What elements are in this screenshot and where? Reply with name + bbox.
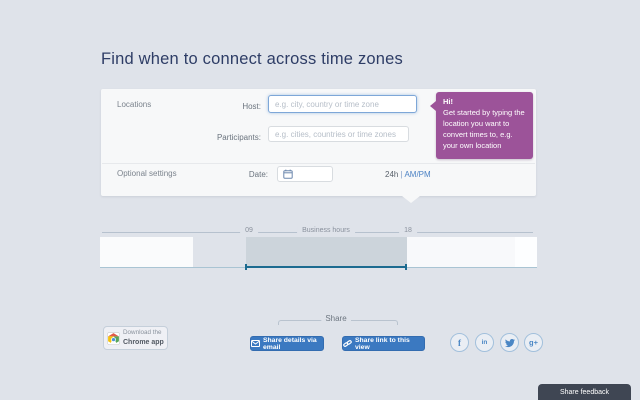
facebook-icon[interactable]: f bbox=[450, 333, 469, 352]
share-feedback-label: Share feedback bbox=[559, 388, 610, 396]
share-bracket-left bbox=[278, 320, 325, 325]
envelope-icon bbox=[251, 340, 260, 347]
host-label: Host: bbox=[242, 102, 261, 111]
timeline-day-block-right[interactable] bbox=[407, 237, 515, 267]
chrome-button-line1: Download the bbox=[123, 329, 162, 337]
date-input[interactable] bbox=[277, 166, 333, 182]
panel-divider bbox=[102, 163, 535, 164]
chrome-button-line2: Chrome app bbox=[123, 338, 164, 346]
facebook-glyph: f bbox=[458, 337, 461, 348]
timeline-start-hour: 09 bbox=[240, 227, 258, 234]
download-chrome-app-button[interactable]: Download the Chrome app bbox=[103, 326, 168, 350]
time-format-24h[interactable]: 24h bbox=[385, 170, 399, 179]
time-format-separator: | bbox=[400, 170, 403, 179]
timeline-range-end-tick bbox=[405, 264, 407, 270]
participants-label: Participants: bbox=[216, 133, 261, 142]
time-format-ampm[interactable]: AM/PM bbox=[404, 170, 431, 179]
page-title: Find when to connect across time zones bbox=[101, 50, 403, 68]
timeline-active-range-line bbox=[246, 266, 407, 268]
twitter-icon[interactable] bbox=[500, 333, 519, 352]
time-format-toggle[interactable]: 24h | AM/PM bbox=[385, 170, 431, 179]
timeline-day-block-edge[interactable] bbox=[515, 237, 537, 267]
share-via-email-label: Share details via email bbox=[263, 336, 317, 351]
timeline-business-hours-block[interactable] bbox=[246, 237, 407, 267]
google-plus-icon[interactable]: g+ bbox=[524, 333, 543, 352]
twitter-bird-glyph bbox=[504, 338, 515, 347]
timeline-range-start-tick bbox=[245, 264, 247, 270]
calendar-icon bbox=[283, 169, 293, 179]
share-via-email-button[interactable]: Share details via email bbox=[250, 336, 324, 351]
chrome-store-icon bbox=[107, 331, 120, 345]
linkedin-icon[interactable]: in bbox=[475, 333, 494, 352]
tooltip-body: Get started by typing the location you w… bbox=[443, 108, 525, 150]
helper-tooltip: Hi! Get started by typing the location y… bbox=[430, 92, 533, 159]
tooltip-arrow bbox=[430, 101, 436, 111]
date-label: Date: bbox=[248, 170, 268, 179]
panel-pointer-down bbox=[402, 196, 420, 203]
share-bracket-right bbox=[351, 320, 398, 325]
share-section-label: Share bbox=[321, 314, 351, 323]
optional-settings-label: Optional settings bbox=[117, 169, 177, 178]
share-link-button[interactable]: Share link to this view bbox=[342, 336, 425, 351]
locations-section-label: Locations bbox=[117, 100, 152, 109]
timeline-day-block-left[interactable] bbox=[100, 237, 193, 267]
linkedin-glyph: in bbox=[481, 339, 488, 346]
host-input[interactable] bbox=[268, 95, 417, 113]
timeline-business-hours-label: Business hours bbox=[297, 227, 355, 234]
participants-input[interactable] bbox=[268, 126, 409, 142]
share-feedback-button[interactable]: Share feedback bbox=[538, 384, 631, 400]
tooltip-greeting: Hi! bbox=[443, 97, 453, 106]
share-link-label: Share link to this view bbox=[355, 336, 410, 351]
link-icon bbox=[343, 339, 352, 348]
timeline-end-hour: 18 bbox=[399, 227, 417, 234]
google-plus-glyph: g+ bbox=[529, 338, 538, 347]
